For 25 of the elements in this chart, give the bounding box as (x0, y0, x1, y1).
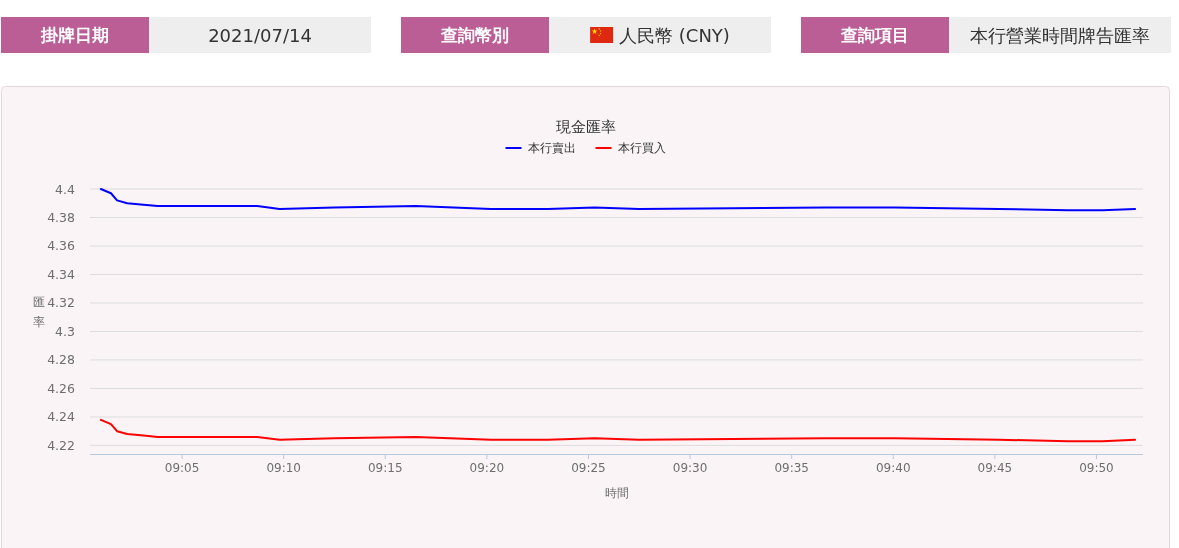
x-tick-label: 09:15 (367, 461, 403, 475)
y-tick-label: 4.3 (55, 323, 75, 339)
x-tick-label: 09:40 (875, 461, 911, 475)
y-tick-label: 4.32 (47, 295, 75, 311)
legend-label: 本行買入 (617, 141, 666, 155)
y-tick-label: 4.4 (55, 181, 76, 197)
y-tick-label: 4.24 (47, 409, 76, 425)
legend-label: 本行賣出 (527, 141, 576, 155)
x-tick-label: 09:35 (774, 461, 809, 475)
y-tick-label: 4.28 (47, 352, 76, 368)
x-tick-label: 09:30 (672, 461, 708, 475)
y-tick-label: 4.34 (47, 266, 76, 282)
chart-title: 現金匯率 (555, 118, 616, 136)
x-tick-label: 09:45 (977, 461, 1013, 475)
x-tick-label: 09:05 (164, 461, 200, 475)
x-tick-label: 09:25 (571, 461, 606, 475)
x-axis-title: 時間 (604, 486, 629, 500)
x-tick-label: 09:50 (1079, 461, 1114, 475)
y-tick-label: 4.26 (47, 380, 76, 396)
y-axis-title: 匯率 (33, 295, 45, 329)
y-tick-label: 4.36 (47, 238, 76, 254)
y-tick-label: 4.38 (47, 209, 76, 225)
y-tick-label: 4.22 (47, 437, 75, 453)
x-tick-label: 09:10 (266, 461, 301, 475)
x-tick-label: 09:20 (469, 461, 505, 475)
